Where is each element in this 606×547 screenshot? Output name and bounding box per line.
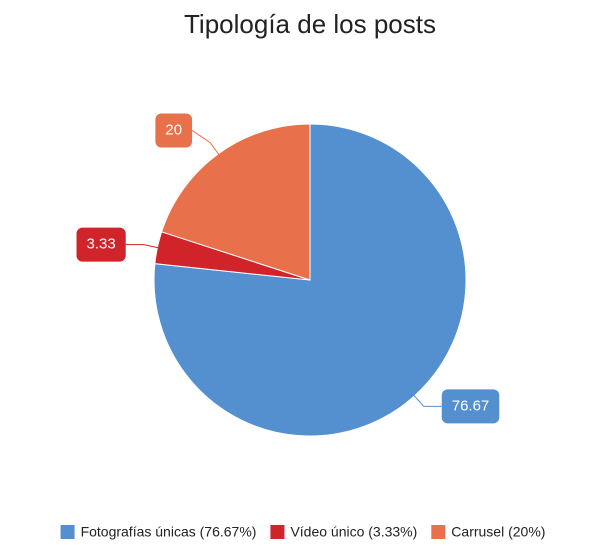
data-label-box (441, 389, 500, 424)
data-label: 76.67 (441, 389, 500, 424)
label-connector (125, 244, 160, 249)
label-connector (412, 394, 442, 407)
data-label-box (76, 227, 126, 262)
chart-title: Tipología de los posts (184, 9, 436, 39)
legend-swatch (431, 525, 446, 539)
data-label: 3.33 (76, 227, 126, 262)
legend-label: Fotografías únicas (76.67%) (81, 524, 257, 540)
legend-label: Vídeo único (3.33%) (290, 524, 417, 540)
legend-swatch (60, 525, 75, 539)
legend-swatch (270, 525, 285, 539)
data-label: 20 (155, 113, 193, 148)
data-label-text: 20 (165, 121, 182, 138)
data-label-box (155, 113, 193, 148)
data-label-text: 3.33 (87, 236, 116, 253)
legend-label: Carrusel (20%) (451, 524, 545, 540)
data-label-text: 76.67 (452, 397, 490, 414)
label-connector (191, 130, 220, 156)
